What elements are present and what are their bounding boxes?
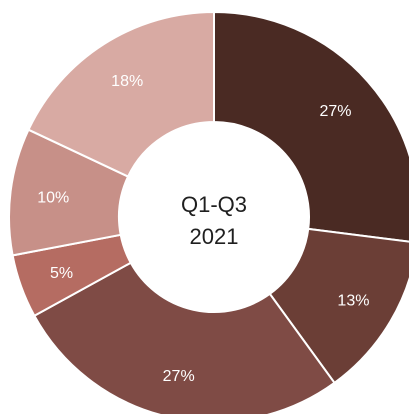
slice-label-3: 27% xyxy=(163,368,195,385)
slice-label-1: 27% xyxy=(320,103,352,120)
labels-layer: 27% 13% 27% 5% 10% 18% xyxy=(37,73,369,385)
center-label-line-1: Q1-Q3 xyxy=(181,192,247,217)
slice-label-5: 10% xyxy=(37,190,69,207)
center-layer: Q1-Q3 2021 xyxy=(181,192,247,249)
donut-slice-6 xyxy=(27,10,215,178)
donut-slice-3 xyxy=(32,261,336,414)
slice-label-4: 5% xyxy=(50,265,73,282)
slice-label-2: 13% xyxy=(337,292,369,309)
donut-slice-1 xyxy=(213,10,409,243)
slices-layer xyxy=(8,10,409,414)
slice-label-6: 18% xyxy=(111,73,143,90)
donut-slice-2 xyxy=(268,227,409,385)
center-label-line-2: 2021 xyxy=(190,224,239,249)
